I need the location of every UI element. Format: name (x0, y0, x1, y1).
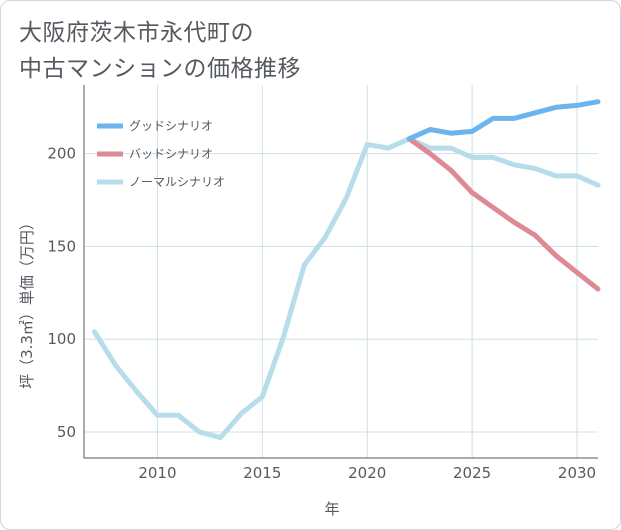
chart-title-line-2: 中古マンションの価格推移 (19, 56, 301, 82)
legend-label: ノーマルシナリオ (129, 175, 225, 189)
y-tick-label: 50 (57, 423, 76, 441)
x-tick-label: 2010 (138, 464, 176, 482)
grid-lines (83, 85, 598, 459)
x-tick-label: 2020 (348, 464, 386, 482)
legend-label: バッドシナリオ (129, 147, 213, 161)
chart-title-line-1: 大阪府茨木市永代町の (19, 20, 254, 46)
y-tick-label: 150 (47, 237, 76, 255)
series-line-2 (92, 136, 601, 441)
y-tick-label: 200 (47, 145, 76, 163)
x-tick-label: 2030 (558, 464, 596, 482)
series-layer (92, 99, 601, 441)
y-tick-label: 100 (47, 330, 76, 348)
series-line-1 (406, 136, 601, 292)
chart-title: 大阪府茨木市永代町の 中古マンションの価格推移 (19, 15, 301, 87)
x-tick-label: 2025 (453, 464, 491, 482)
series-line-0 (406, 99, 601, 142)
y-axis-label: 坪（3.3㎡）単価（万円） (18, 215, 36, 389)
legend-label: グッドシナリオ (129, 119, 213, 133)
x-tick-labels: 2010 2015 2020 2025 2030 (138, 464, 596, 482)
x-tick-label: 2015 (243, 464, 281, 482)
y-tick-labels: 50 100 150 200 (47, 145, 76, 441)
x-axis-label: 年 (324, 500, 339, 518)
